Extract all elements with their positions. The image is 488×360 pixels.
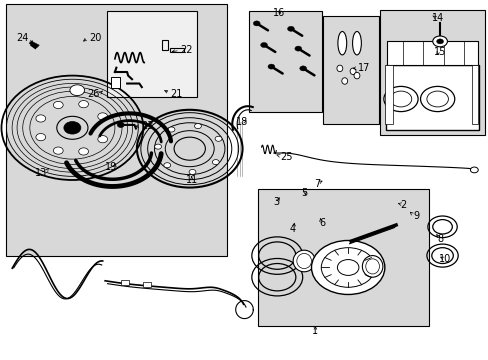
Circle shape bbox=[98, 113, 107, 120]
Ellipse shape bbox=[352, 31, 361, 55]
Text: 14: 14 bbox=[430, 13, 443, 23]
Ellipse shape bbox=[365, 259, 379, 274]
Circle shape bbox=[117, 122, 124, 127]
Text: 24: 24 bbox=[16, 33, 29, 43]
Text: 17: 17 bbox=[357, 63, 370, 73]
Circle shape bbox=[53, 147, 63, 154]
Text: 13: 13 bbox=[35, 168, 48, 178]
Circle shape bbox=[267, 64, 274, 69]
Circle shape bbox=[321, 248, 374, 287]
Text: 21: 21 bbox=[169, 89, 182, 99]
Circle shape bbox=[311, 240, 384, 294]
Text: 5: 5 bbox=[301, 188, 306, 198]
Bar bbox=[322, 16, 378, 124]
Text: 3: 3 bbox=[273, 197, 279, 207]
Circle shape bbox=[194, 123, 201, 129]
Circle shape bbox=[420, 86, 454, 112]
Text: 7: 7 bbox=[313, 179, 319, 189]
Circle shape bbox=[53, 102, 63, 109]
Ellipse shape bbox=[349, 68, 355, 75]
Circle shape bbox=[98, 136, 107, 143]
Bar bbox=[257, 189, 428, 326]
Bar bbox=[380, 10, 484, 135]
Circle shape bbox=[36, 134, 45, 141]
Text: 11: 11 bbox=[185, 175, 198, 185]
Ellipse shape bbox=[292, 250, 314, 272]
Text: 19: 19 bbox=[105, 162, 118, 172]
Text: 18: 18 bbox=[235, 117, 248, 127]
Circle shape bbox=[260, 42, 267, 48]
Ellipse shape bbox=[341, 78, 347, 84]
Ellipse shape bbox=[362, 256, 382, 277]
Circle shape bbox=[36, 115, 45, 122]
Text: 12: 12 bbox=[66, 125, 79, 135]
Circle shape bbox=[383, 86, 417, 112]
Text: 10: 10 bbox=[438, 254, 450, 264]
Circle shape bbox=[432, 36, 447, 47]
Text: 26: 26 bbox=[87, 89, 100, 99]
Bar bbox=[386, 65, 478, 130]
Bar bbox=[111, 77, 120, 88]
Circle shape bbox=[79, 100, 88, 108]
Ellipse shape bbox=[353, 72, 359, 79]
Ellipse shape bbox=[336, 65, 342, 72]
Bar bbox=[162, 40, 168, 50]
Circle shape bbox=[253, 21, 260, 26]
Circle shape bbox=[79, 148, 88, 155]
Text: 4: 4 bbox=[289, 224, 295, 234]
Circle shape bbox=[299, 66, 306, 71]
Text: 16: 16 bbox=[272, 8, 285, 18]
Text: 2: 2 bbox=[400, 200, 406, 210]
Bar bbox=[249, 11, 321, 112]
Text: 1: 1 bbox=[312, 326, 318, 336]
Bar bbox=[170, 48, 183, 52]
Text: 22: 22 bbox=[180, 45, 193, 55]
Bar bbox=[121, 280, 128, 285]
Circle shape bbox=[287, 26, 294, 31]
Text: 25: 25 bbox=[280, 152, 292, 162]
Circle shape bbox=[168, 127, 175, 132]
Text: 8: 8 bbox=[436, 234, 442, 244]
Text: 23: 23 bbox=[141, 121, 154, 131]
Ellipse shape bbox=[337, 31, 346, 55]
Bar bbox=[106, 11, 197, 97]
Circle shape bbox=[189, 170, 196, 175]
Circle shape bbox=[469, 167, 477, 173]
Circle shape bbox=[389, 91, 411, 107]
Circle shape bbox=[436, 39, 443, 44]
Bar bbox=[385, 65, 392, 124]
Circle shape bbox=[64, 122, 81, 134]
Bar bbox=[142, 282, 150, 287]
Circle shape bbox=[70, 85, 84, 96]
Bar bbox=[29, 41, 39, 48]
Circle shape bbox=[212, 159, 219, 165]
Text: 20: 20 bbox=[89, 33, 102, 43]
Circle shape bbox=[294, 46, 301, 51]
Ellipse shape bbox=[296, 253, 311, 269]
Circle shape bbox=[154, 144, 161, 149]
Bar bbox=[6, 4, 227, 256]
Circle shape bbox=[426, 91, 447, 107]
Text: 9: 9 bbox=[413, 211, 419, 221]
Circle shape bbox=[337, 260, 358, 275]
Text: 15: 15 bbox=[433, 47, 446, 57]
Circle shape bbox=[163, 163, 170, 168]
Bar bbox=[471, 65, 477, 124]
Text: 6: 6 bbox=[319, 218, 325, 228]
Bar bbox=[386, 41, 477, 65]
Circle shape bbox=[215, 136, 222, 141]
